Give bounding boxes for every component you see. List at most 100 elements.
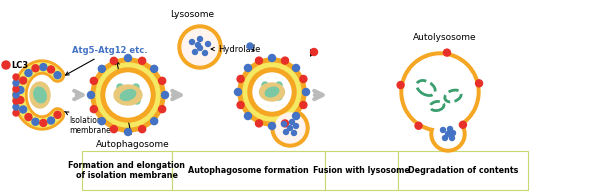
Circle shape — [96, 63, 160, 127]
Circle shape — [87, 91, 95, 98]
Ellipse shape — [120, 90, 136, 100]
Circle shape — [287, 126, 293, 130]
Circle shape — [193, 50, 198, 54]
Circle shape — [124, 54, 131, 61]
Circle shape — [234, 89, 242, 96]
Circle shape — [134, 98, 140, 104]
Circle shape — [238, 58, 306, 126]
Circle shape — [293, 113, 299, 120]
Circle shape — [178, 25, 222, 69]
Text: Lysosome: Lysosome — [170, 10, 214, 19]
Circle shape — [300, 75, 307, 82]
Circle shape — [237, 102, 244, 108]
Circle shape — [159, 106, 165, 113]
FancyBboxPatch shape — [325, 151, 398, 190]
Circle shape — [440, 128, 446, 132]
Circle shape — [205, 42, 211, 46]
Circle shape — [237, 75, 244, 82]
Circle shape — [13, 104, 19, 110]
Circle shape — [459, 121, 466, 128]
Circle shape — [271, 109, 309, 147]
Circle shape — [290, 120, 295, 124]
Circle shape — [475, 80, 483, 87]
Circle shape — [13, 92, 19, 98]
Circle shape — [443, 49, 450, 56]
Circle shape — [13, 74, 19, 80]
Circle shape — [48, 117, 55, 124]
Circle shape — [151, 65, 158, 72]
Circle shape — [13, 80, 19, 86]
Circle shape — [292, 130, 296, 136]
Circle shape — [281, 120, 289, 127]
Circle shape — [196, 43, 201, 48]
Circle shape — [32, 65, 39, 72]
Circle shape — [449, 136, 455, 141]
Ellipse shape — [259, 83, 284, 101]
Circle shape — [17, 97, 24, 104]
Circle shape — [404, 56, 476, 128]
Text: Formation and elongation
of isolation membrane: Formation and elongation of isolation me… — [68, 161, 186, 180]
Circle shape — [198, 36, 202, 42]
Circle shape — [54, 72, 61, 79]
Circle shape — [434, 120, 462, 148]
Circle shape — [243, 63, 301, 121]
Circle shape — [275, 113, 305, 143]
Ellipse shape — [265, 87, 278, 97]
Circle shape — [276, 82, 282, 88]
Circle shape — [117, 84, 123, 90]
Circle shape — [13, 110, 19, 116]
Circle shape — [202, 51, 208, 56]
Circle shape — [245, 65, 252, 71]
Circle shape — [106, 73, 150, 117]
Circle shape — [265, 94, 271, 100]
Circle shape — [101, 68, 155, 122]
Circle shape — [268, 122, 275, 129]
Circle shape — [247, 43, 253, 49]
Circle shape — [110, 126, 117, 133]
Circle shape — [161, 91, 168, 98]
Circle shape — [248, 68, 296, 116]
Circle shape — [25, 69, 32, 76]
Text: LC3: LC3 — [11, 60, 28, 69]
Circle shape — [443, 136, 447, 141]
Circle shape — [133, 84, 139, 90]
Circle shape — [139, 57, 146, 64]
Circle shape — [189, 40, 195, 44]
Circle shape — [2, 61, 10, 69]
Circle shape — [159, 77, 165, 84]
Circle shape — [450, 130, 456, 136]
Circle shape — [253, 73, 291, 111]
Circle shape — [20, 106, 27, 113]
Circle shape — [124, 129, 131, 136]
Circle shape — [400, 52, 480, 132]
Circle shape — [397, 82, 404, 89]
Circle shape — [110, 57, 117, 64]
FancyBboxPatch shape — [172, 151, 325, 190]
Circle shape — [90, 77, 98, 84]
Text: Autophagosome: Autophagosome — [96, 61, 170, 149]
Circle shape — [90, 106, 98, 113]
Ellipse shape — [114, 85, 142, 105]
Text: Isolation
membrane: Isolation membrane — [65, 112, 111, 135]
Circle shape — [276, 94, 282, 100]
Circle shape — [40, 64, 47, 71]
Circle shape — [281, 121, 287, 127]
FancyBboxPatch shape — [82, 151, 172, 190]
Circle shape — [25, 113, 32, 121]
Circle shape — [120, 98, 126, 104]
Circle shape — [255, 57, 262, 64]
Circle shape — [245, 113, 252, 120]
Circle shape — [311, 49, 318, 56]
Circle shape — [293, 123, 299, 129]
Circle shape — [283, 129, 289, 135]
Circle shape — [54, 111, 61, 118]
Circle shape — [48, 66, 55, 73]
Circle shape — [447, 127, 453, 131]
Circle shape — [446, 131, 450, 136]
Text: Atg5-Atg12 etc.: Atg5-Atg12 etc. — [65, 46, 148, 75]
Circle shape — [281, 57, 289, 64]
FancyBboxPatch shape — [398, 151, 528, 190]
Circle shape — [91, 58, 165, 132]
Circle shape — [262, 82, 268, 88]
Circle shape — [32, 118, 39, 125]
